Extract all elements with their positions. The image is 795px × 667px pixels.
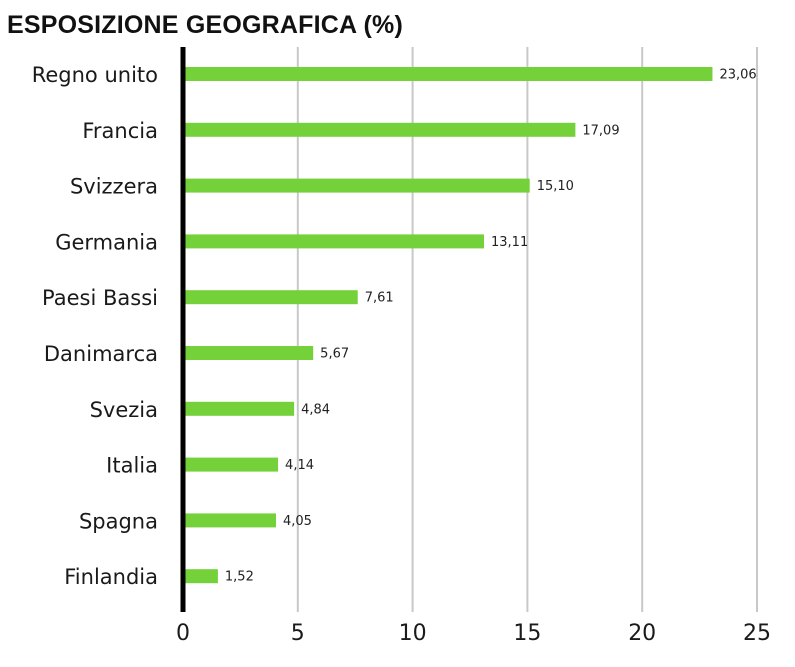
bar-3	[183, 234, 485, 249]
grid-lines	[296, 47, 758, 612]
bar-4	[183, 290, 358, 305]
bar-7	[183, 457, 279, 472]
bar-6	[183, 401, 295, 416]
category-label-3: Germania	[55, 230, 158, 254]
x-tick-label-15: 15	[513, 621, 541, 646]
value-label-5: 5,67	[320, 347, 349, 362]
category-label-8: Spagna	[79, 509, 158, 533]
value-label-4: 7,61	[365, 291, 394, 306]
value-label-7: 4,14	[285, 458, 314, 473]
bar-5	[183, 346, 314, 360]
x-tick-label-20: 20	[628, 621, 656, 646]
bar-1	[183, 122, 576, 137]
x-axis-ticks: 0 5 10 15 20 25	[176, 621, 771, 646]
x-tick-label-0: 0	[176, 621, 190, 646]
value-label-0: 23,06	[719, 68, 756, 83]
category-label-2: Svizzera	[70, 175, 158, 199]
category-labels: Regno unito Francia Svizzera Germania Paesi …	[32, 63, 158, 589]
value-label-8: 4,05	[283, 514, 312, 529]
value-labels: 23,06 17,09 15,10 13,11 7,61 5,67 4,84 4,14 4,05…	[225, 68, 757, 585]
value-label-3: 13,11	[491, 235, 528, 250]
bar-0	[183, 67, 713, 81]
x-tick-label-5: 5	[291, 621, 305, 646]
x-tick-label-10: 10	[399, 621, 427, 646]
bar-8	[183, 513, 276, 528]
bar-2	[183, 178, 530, 193]
bars	[183, 67, 713, 584]
value-label-2: 15,10	[537, 179, 574, 194]
value-label-6: 4,84	[301, 402, 330, 417]
category-label-6: Svezia	[90, 398, 158, 422]
category-label-0: Regno unito	[32, 63, 158, 87]
value-label-1: 17,09	[582, 123, 619, 138]
x-tick-label-25: 25	[743, 621, 771, 646]
category-label-7: Italia	[106, 454, 158, 478]
chart-title: ESPOSIZIONE GEOGRAFICA (%)	[7, 11, 403, 39]
bar-9	[183, 569, 218, 584]
category-label-4: Paesi Bassi	[42, 286, 158, 310]
category-label-1: Francia	[82, 119, 158, 143]
category-label-5: Danimarca	[44, 342, 158, 366]
value-label-9: 1,52	[225, 570, 254, 585]
category-label-9: Finlandia	[64, 565, 158, 589]
